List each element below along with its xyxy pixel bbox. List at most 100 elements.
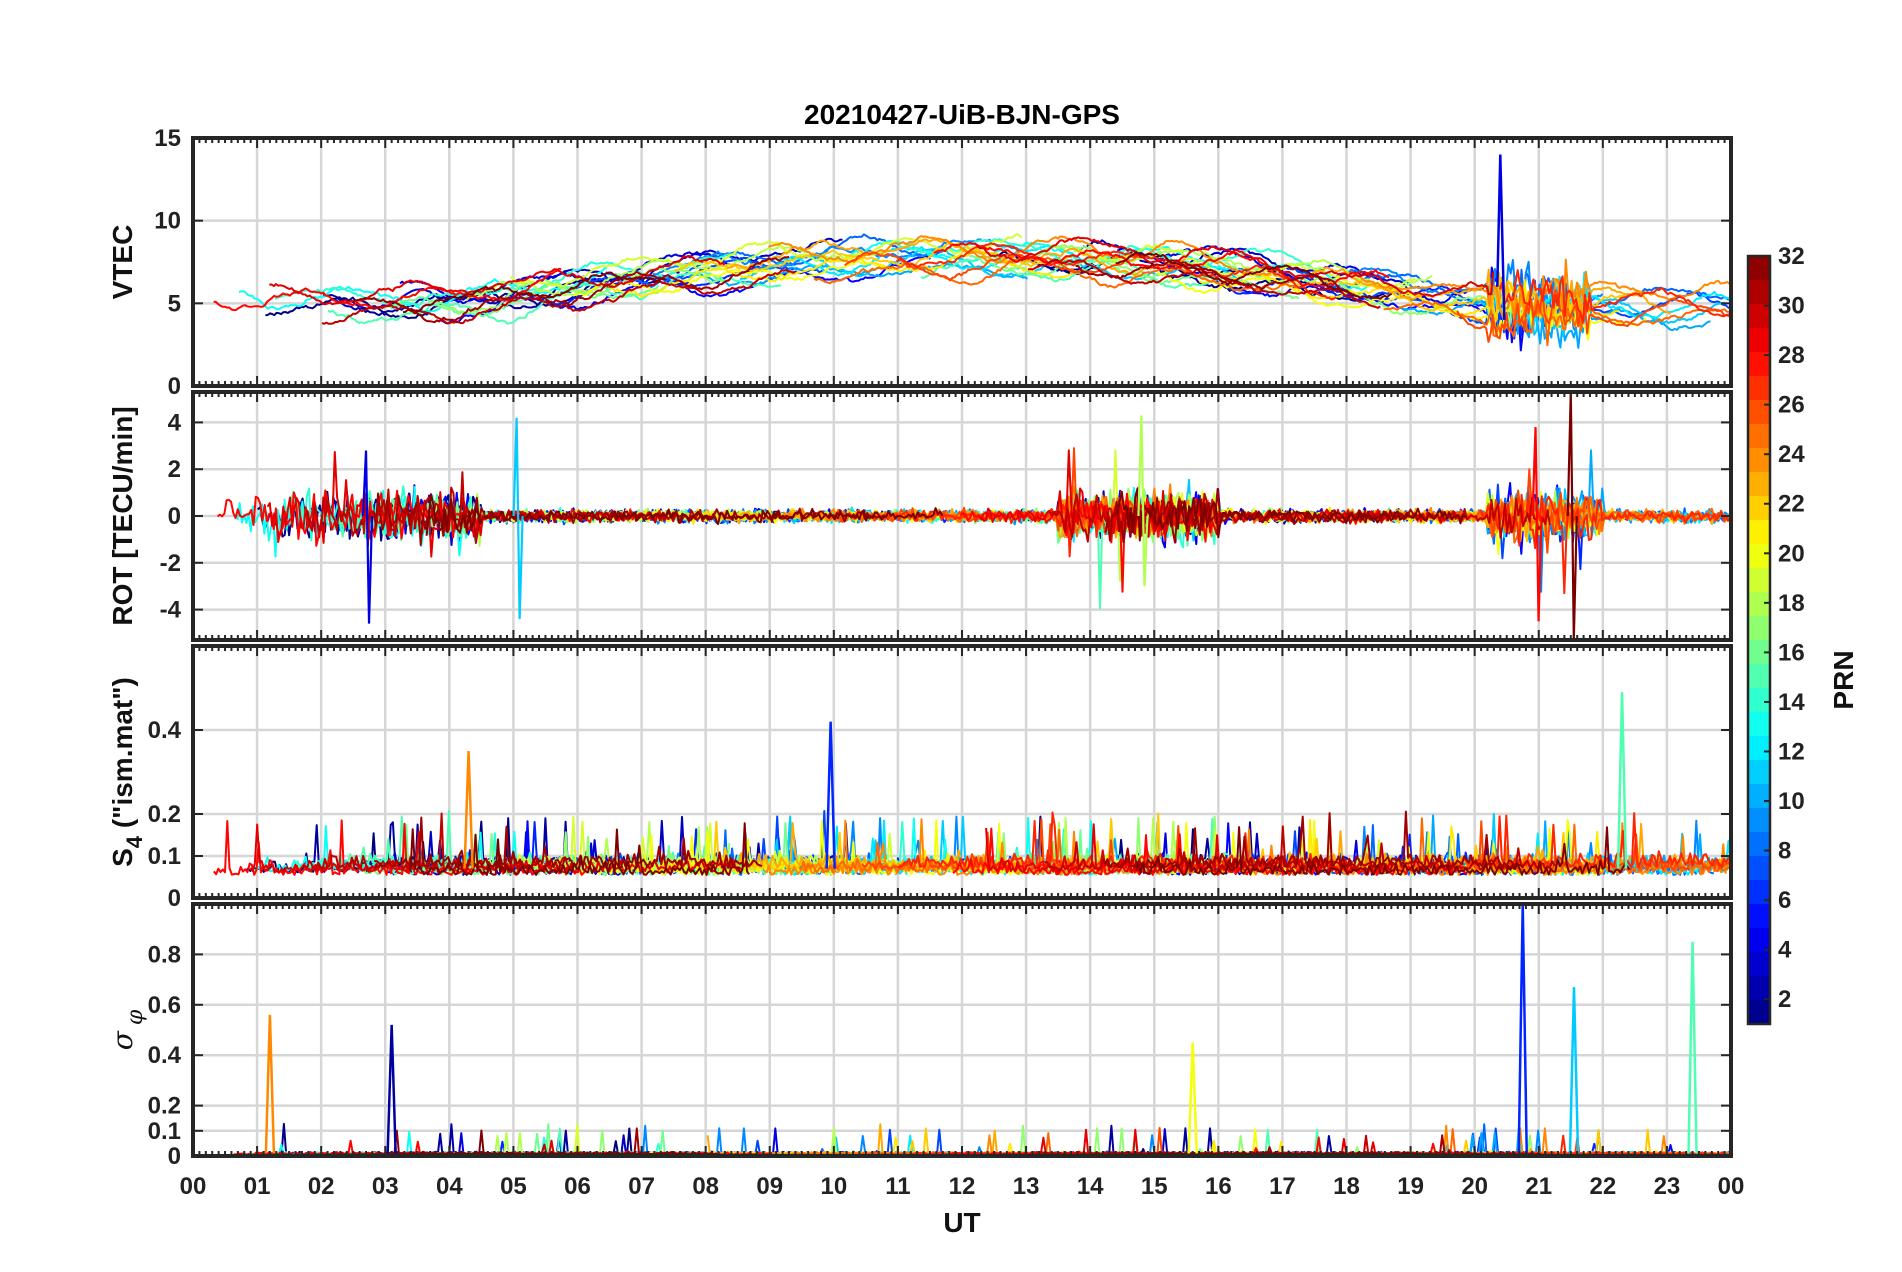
series-line-prn-30 xyxy=(1027,259,1381,309)
x-tick-label: 13 xyxy=(1013,1173,1040,1200)
series-line-prn-4 xyxy=(399,251,730,305)
colorbar-band xyxy=(1748,472,1770,497)
y-tick-label: 0.2 xyxy=(148,801,181,828)
colorbar-tick-label: 4 xyxy=(1778,937,1792,964)
x-tick-label: 04 xyxy=(436,1173,463,1200)
x-tick-label: 01 xyxy=(244,1173,271,1200)
panel-sigma_phi: 00.10.2 0.4 0.6 0.8 σφ xyxy=(106,902,1733,1170)
y-tick-label: 0.6 xyxy=(148,992,181,1019)
y-tick-label: 2 xyxy=(168,456,181,483)
x-tick-label: 20 xyxy=(1461,1173,1488,1200)
colorbar-frame xyxy=(1746,254,1772,1026)
x-tick-label: 00 xyxy=(180,1173,207,1200)
peak-mark xyxy=(512,417,524,619)
y-tick-label: 0.1 xyxy=(148,1118,181,1145)
y-tick-label: 0.1 xyxy=(148,843,181,870)
series-vtec xyxy=(213,154,1731,352)
colorbar-band xyxy=(1748,616,1770,641)
y-tick-label: -2 xyxy=(160,550,181,577)
x-tick-label: 23 xyxy=(1654,1173,1681,1200)
series-line-prn-32 xyxy=(1116,487,1468,542)
panel-vtec: 0 5 10 15 VTEC xyxy=(107,125,1733,400)
colorbar-band xyxy=(1748,544,1770,569)
peak-mark xyxy=(264,1014,276,1154)
y-tick-label: 0 xyxy=(168,885,181,912)
colorbar-tick-label: 30 xyxy=(1778,293,1805,320)
series-line-prn-32 xyxy=(402,271,666,314)
colorbar-band xyxy=(1748,448,1770,473)
panel-rot: -4 -2 0 2 4 ROT [TECU/min] xyxy=(107,390,1733,642)
x-tick-label: 17 xyxy=(1269,1173,1296,1200)
x-tick-label: 14 xyxy=(1077,1173,1104,1200)
colorbar-band xyxy=(1748,688,1770,713)
series-line-prn-32 xyxy=(1135,826,1631,876)
y-axis-label-rot: ROT [TECU/min] xyxy=(107,406,138,625)
colorbar-band xyxy=(1748,760,1770,785)
peak-mark xyxy=(1187,1042,1198,1154)
x-tick-label: 06 xyxy=(564,1173,591,1200)
colorbar-band xyxy=(1748,976,1770,1001)
colorbar-tick-label: 28 xyxy=(1778,342,1805,369)
colorbar-band xyxy=(1748,328,1770,353)
x-tick-label: 19 xyxy=(1397,1173,1424,1200)
x-tick-label: 00 xyxy=(1718,1173,1745,1200)
y-tick-label: 0 xyxy=(168,373,181,400)
colorbar-tick-label: 14 xyxy=(1778,689,1805,716)
y-tick-label: 0.8 xyxy=(148,941,181,968)
series-line-prn-26 xyxy=(1427,820,1731,871)
x-tick-label: 18 xyxy=(1333,1173,1360,1200)
colorbar-band xyxy=(1748,568,1770,593)
series-line-prn-31 xyxy=(374,816,763,869)
x-tick-label: 16 xyxy=(1205,1173,1232,1200)
colorbar-band xyxy=(1748,712,1770,737)
y-tick-label: 15 xyxy=(154,125,181,152)
series-line-prn-32 xyxy=(425,493,944,536)
x-tick-label: 12 xyxy=(949,1173,976,1200)
colorbar-band xyxy=(1748,736,1770,761)
colorbar-tick-label: 32 xyxy=(1778,243,1805,270)
colorbar-band xyxy=(1748,592,1770,617)
panel-s4: 0 0.1 0.2 0.4S4 ("ism.mat") xyxy=(107,644,1733,912)
series-line-prn-31 xyxy=(372,492,886,546)
peak-mark xyxy=(386,1024,397,1154)
colorbar-band xyxy=(1748,304,1770,329)
colorbar-tick-label: 10 xyxy=(1778,788,1805,815)
peak-mark xyxy=(1687,941,1698,1154)
peak-mark xyxy=(825,721,836,869)
colorbar-band xyxy=(1748,400,1770,425)
colorbar-label: PRN xyxy=(1828,650,1859,709)
series-line-prn-9 xyxy=(652,238,1028,276)
x-tick-label: 10 xyxy=(820,1173,847,1200)
x-tick-label: 15 xyxy=(1141,1173,1168,1200)
peak-mark xyxy=(1568,987,1580,1154)
x-tick-label: 22 xyxy=(1589,1173,1616,1200)
series-line-prn-29 xyxy=(974,236,1495,298)
peak-mark xyxy=(1566,392,1578,640)
peak-mark xyxy=(1531,427,1543,622)
colorbar-tick-label: 6 xyxy=(1778,887,1791,914)
colorbar-band xyxy=(1748,664,1770,689)
peak-mark xyxy=(1616,692,1628,869)
colorbar-band xyxy=(1748,352,1770,377)
colorbar-tick-label: 22 xyxy=(1778,491,1805,518)
series-line-prn-25 xyxy=(1383,300,1730,347)
series-line-prn-11 xyxy=(1445,812,1730,869)
series-line-prn-17 xyxy=(436,267,731,314)
series-line-prn-27 xyxy=(1498,269,1731,324)
x-tick-label: 07 xyxy=(628,1173,655,1200)
colorbar-band xyxy=(1748,832,1770,857)
y-tick-label: 0.4 xyxy=(148,717,182,744)
x-axis-label: UT xyxy=(943,1207,980,1238)
colorbar-tick-label: 12 xyxy=(1778,738,1805,765)
peak-mark xyxy=(1137,415,1149,587)
y-tick-label: -4 xyxy=(160,597,182,624)
colorbar-band xyxy=(1748,376,1770,401)
peak-mark xyxy=(1496,154,1506,320)
y-tick-label: 0 xyxy=(168,503,181,530)
x-tick-label: 03 xyxy=(372,1173,399,1200)
colorbar-tick-label: 26 xyxy=(1778,392,1805,419)
series-s4 xyxy=(213,692,1731,876)
colorbar-tick-label: 20 xyxy=(1778,540,1805,567)
y-axis-label-vtec: VTEC xyxy=(107,225,138,300)
